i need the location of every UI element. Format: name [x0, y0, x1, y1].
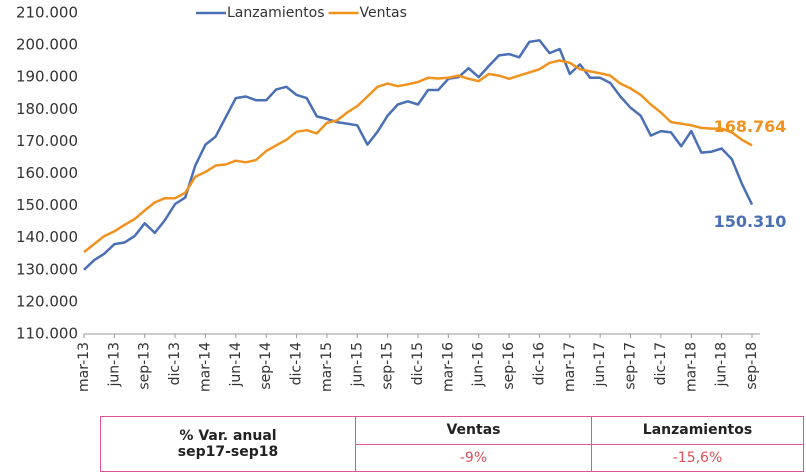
x-tick-label: sep-17: [623, 342, 639, 390]
x-tick-label: dic-13: [167, 342, 183, 385]
x-tick-label: dic-16: [531, 342, 547, 385]
x-tick-label: dic-15: [410, 342, 426, 385]
y-tick-label: 120.000: [16, 292, 78, 310]
y-tick-label: 200.000: [16, 36, 78, 54]
x-tick-label: sep-14: [258, 342, 274, 390]
cell-value: -15,6%: [591, 443, 804, 472]
y-tick-label: 190.000: [16, 68, 78, 86]
series-line: [83, 39, 754, 271]
x-tick-label: jun-18: [714, 342, 730, 388]
y-tick-label: 160.000: [16, 164, 78, 182]
y-tick-label: 150.000: [16, 196, 78, 214]
x-tick-label: dic-14: [289, 342, 305, 385]
x-tick-label: jun-14: [228, 342, 244, 388]
cell-value: -9%: [355, 443, 592, 472]
y-tick-label: 110.000: [16, 325, 78, 343]
series-line: [83, 59, 753, 254]
y-tick-label: 130.000: [16, 260, 78, 278]
x-tick-label: sep-13: [137, 342, 153, 390]
data-label: 150.310: [714, 212, 787, 231]
x-tick-label: jun-17: [592, 342, 608, 388]
y-tick-label: 210.000: [16, 4, 78, 22]
x-tick-label: mar-14: [197, 342, 213, 392]
chart: 110.000 120.000 130.000 140.000 150.000 160.0…: [16, 4, 787, 392]
column-header: Lanzamientos: [591, 416, 804, 445]
row-label-line: sep17-sep18: [177, 444, 279, 460]
legend-label: Ventas: [360, 5, 407, 21]
x-tick-label: dic-17: [653, 342, 669, 385]
x-tick-label: jun-13: [106, 342, 122, 388]
x-tick-label: sep-15: [380, 342, 396, 390]
data-label: 168.764: [714, 117, 787, 136]
x-tick-label: jun-16: [471, 342, 487, 388]
legend-label: Lanzamientos: [227, 5, 325, 21]
row-label-line: % Var. anual: [179, 428, 277, 444]
x-tick-label: sep-18: [744, 342, 760, 390]
x-tick-label: mar-18: [683, 342, 699, 392]
column-header: Ventas: [355, 416, 592, 445]
y-tick-label: 180.000: [16, 100, 78, 118]
x-tick-label: mar-15: [319, 342, 335, 392]
x-tick-label: sep-16: [501, 342, 517, 390]
x-tick-label: mar-17: [562, 342, 578, 392]
row-label: % Var. anual sep17-sep18: [100, 416, 356, 472]
y-tick-label: 140.000: [16, 228, 78, 246]
x-tick-label: mar-13: [76, 342, 92, 392]
x-tick-label: mar-16: [440, 342, 456, 392]
x-tick-label: jun-15: [349, 342, 365, 388]
y-tick-label: 170.000: [16, 132, 78, 150]
summary-table: % Var. anual sep17-sep18 Ventas Lanzamien…: [100, 416, 804, 472]
